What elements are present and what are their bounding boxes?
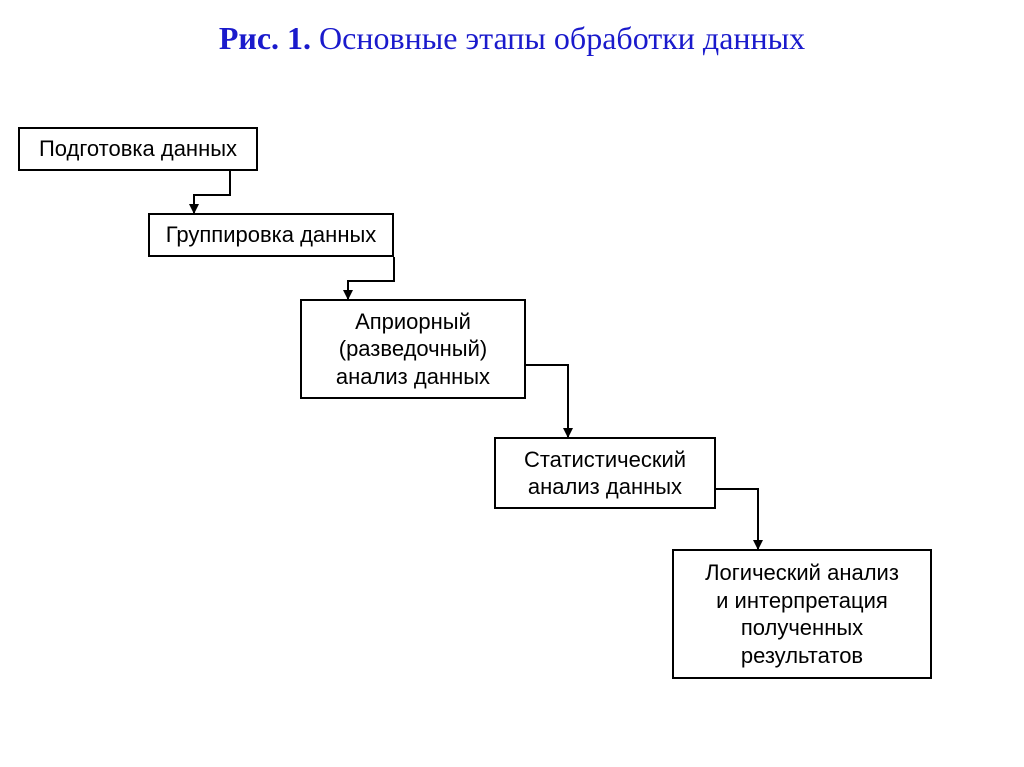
flowchart-edge-n3-n4 <box>526 365 568 437</box>
flowchart-node-n5: Логический анализ и интерпретация получе… <box>672 549 932 679</box>
flowchart-edge-n1-n2 <box>194 171 230 213</box>
flowchart-edge-n4-n5 <box>716 489 758 549</box>
flowchart-node-n2: Группировка данных <box>148 213 394 257</box>
figure-title-prefix: Рис. 1. <box>219 20 311 56</box>
flowchart-diagram: Подготовка данных Группировка данных Априо… <box>0 77 1024 757</box>
flowchart-node-n4: Статистический анализ данных <box>494 437 716 509</box>
figure-title: Рис. 1. Основные этапы обработки данных <box>0 0 1024 57</box>
figure-title-main: Основные этапы обработки данных <box>311 20 805 56</box>
flowchart-edge-n2-n3 <box>348 257 394 299</box>
flowchart-node-n1: Подготовка данных <box>18 127 258 171</box>
flowchart-node-n3: Априорный (разведочный) анализ данных <box>300 299 526 399</box>
